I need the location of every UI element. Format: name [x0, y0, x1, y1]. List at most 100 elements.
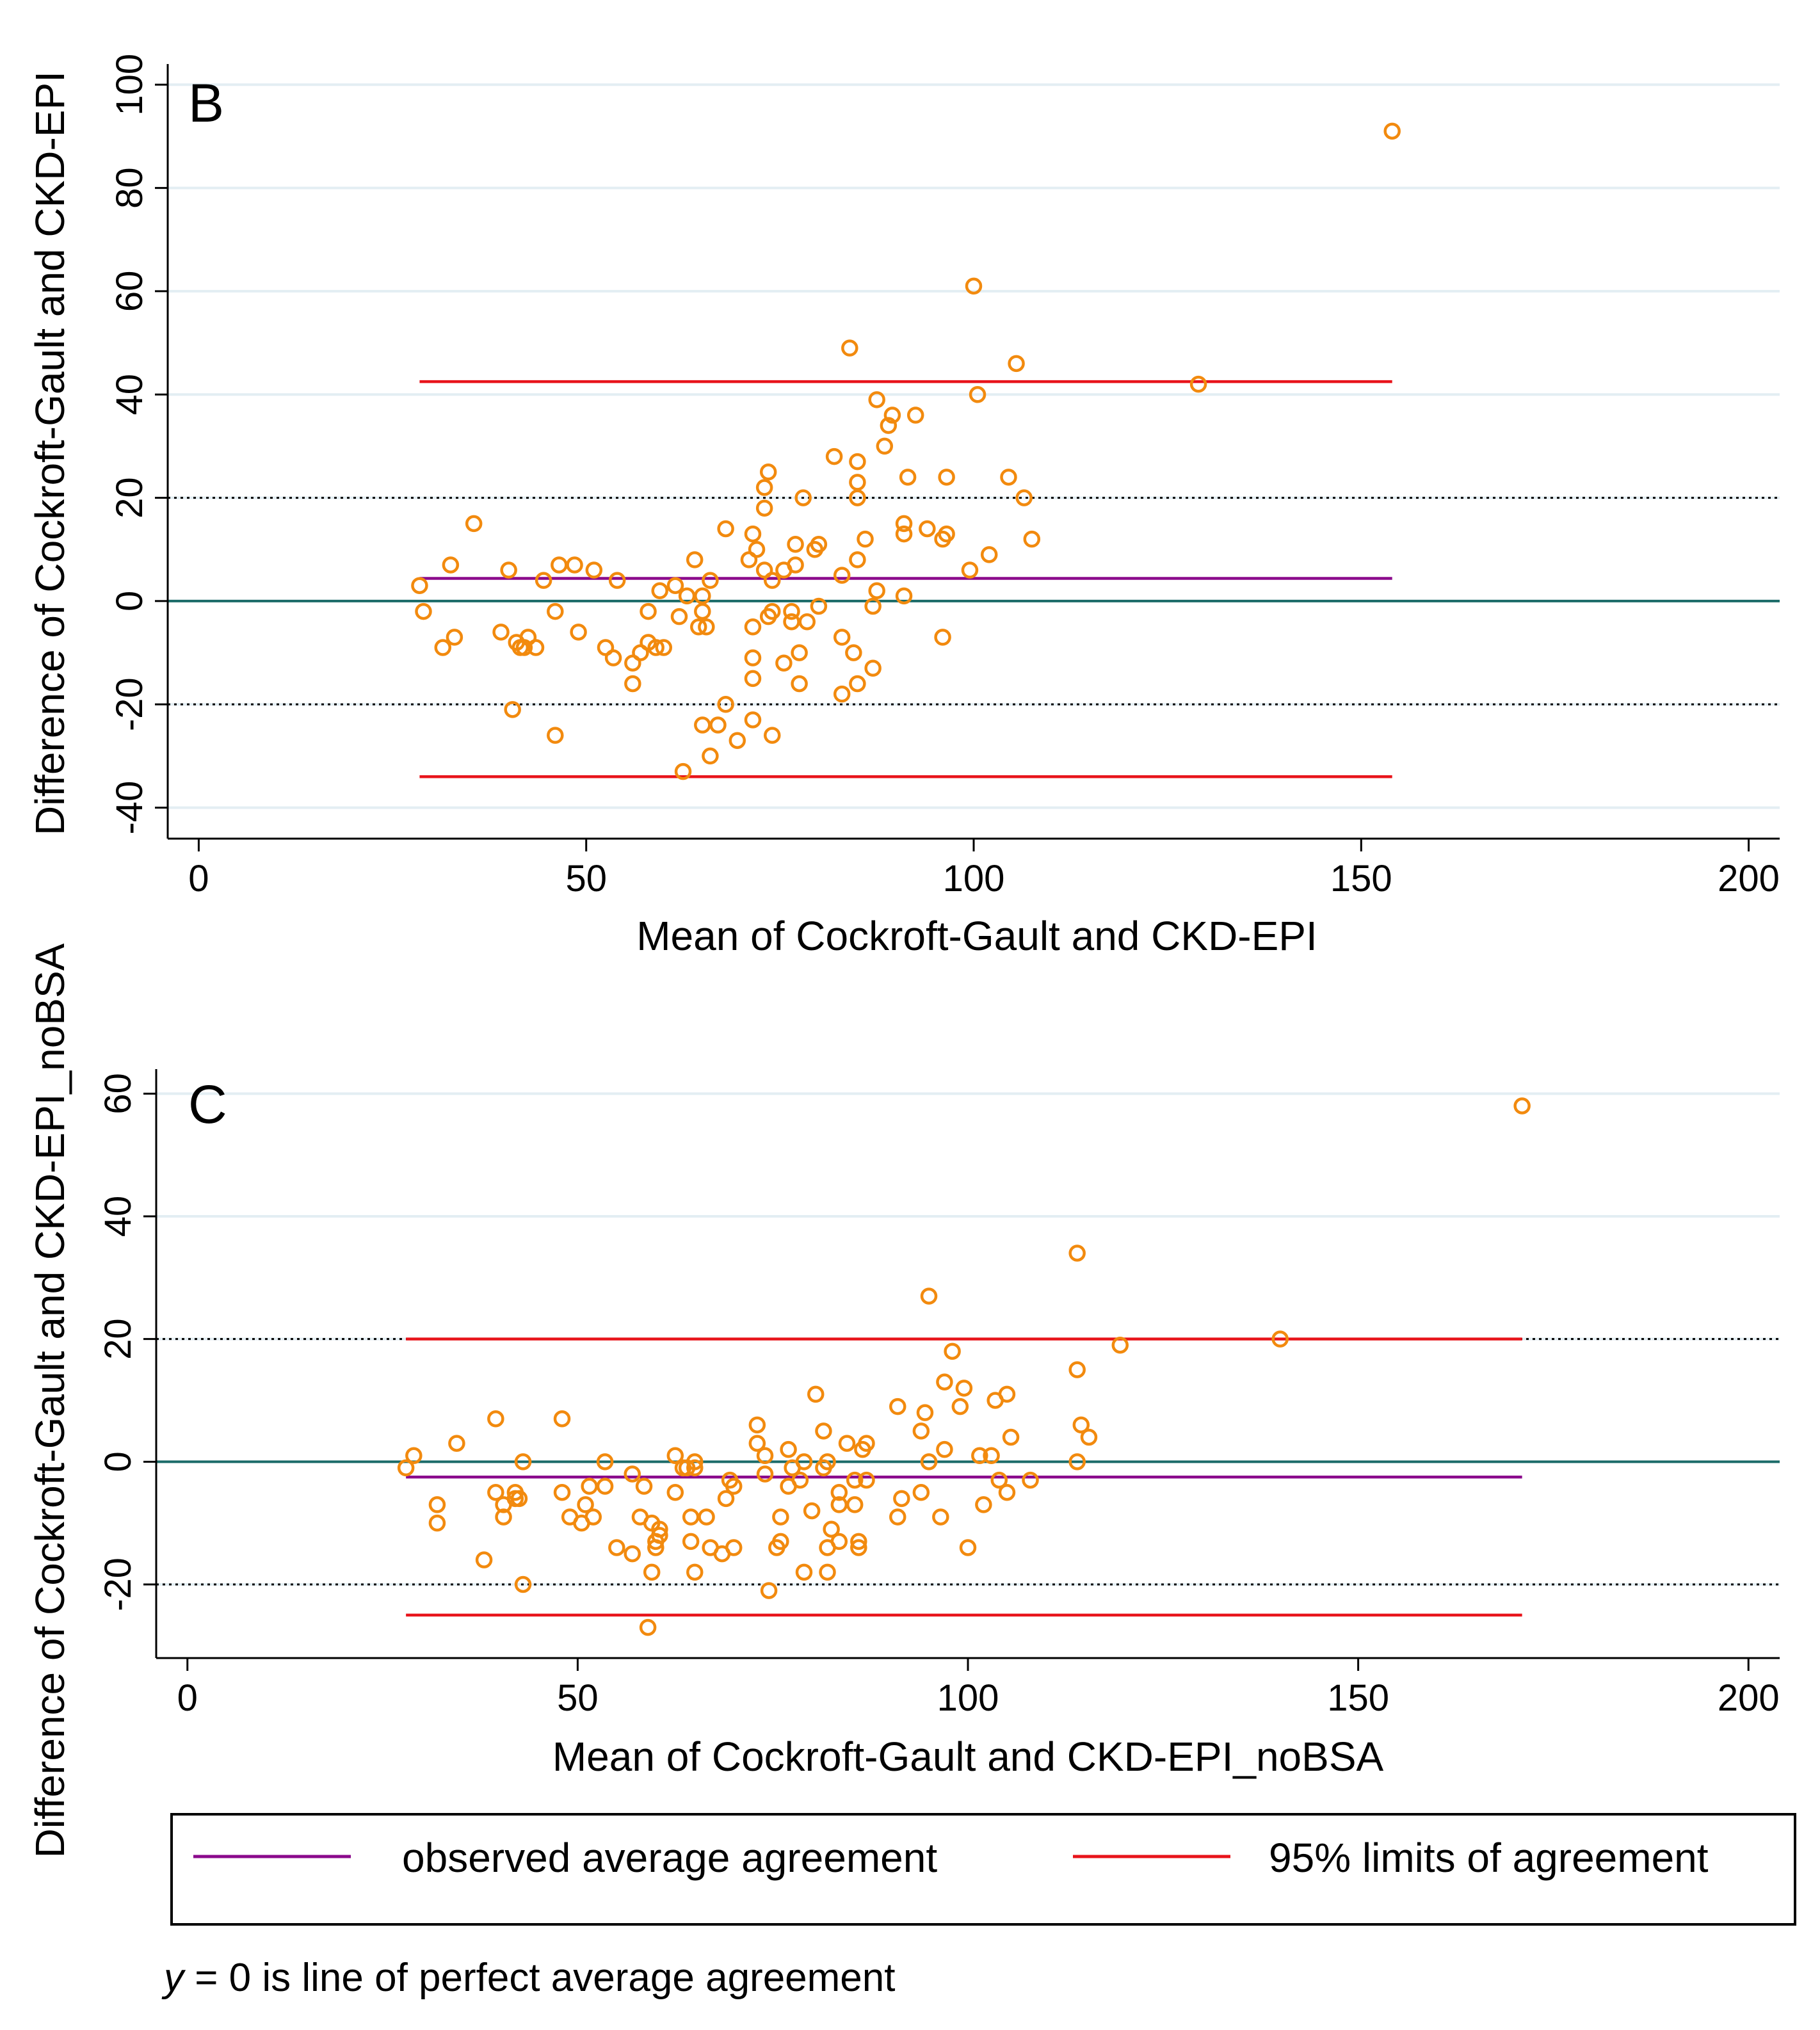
panel-c-data-point: [858, 1471, 875, 1489]
panel-b-x-tick-label: 0: [188, 858, 209, 899]
panel-c-data-point: [1072, 1416, 1090, 1434]
panel-c-data-point: [819, 1563, 836, 1581]
panel-c-y-axis-title: Difference of Cockroft-Gault and CKD-EPI…: [27, 943, 73, 1858]
panel-c-data-point: [495, 1508, 512, 1526]
panel-b-data-point: [744, 649, 762, 666]
panel-b-data-point: [527, 639, 545, 656]
panel-c-data-point: [577, 1496, 594, 1513]
panel-c-data-point: [760, 1582, 778, 1599]
panel-c-data-point: [756, 1465, 774, 1483]
panel-b-data-point: [717, 520, 734, 538]
panel-b-data-point: [934, 629, 951, 646]
panel-c-data-point: [936, 1373, 953, 1390]
panel-b-data-point: [791, 675, 808, 693]
panel-c-data-point: [912, 1422, 930, 1440]
panel-b-data-point: [585, 561, 603, 579]
panel-c-data-point: [487, 1410, 504, 1428]
panel-c-x-tick-label: 0: [177, 1677, 198, 1719]
panel-b-data-point: [759, 463, 777, 481]
panel-c-data-point: [514, 1453, 532, 1470]
panel-b-data-point: [775, 654, 793, 672]
panel-c-data-point: [553, 1484, 571, 1501]
panel-c-reference-lines: [156, 1337, 1780, 1617]
panel-c-data-point: [682, 1508, 700, 1526]
panel-b-data-point: [717, 696, 734, 713]
panel-b-y-tick-label: 60: [109, 271, 150, 312]
panel-c-x-tick-label: 200: [1718, 1677, 1780, 1719]
panel-b-data-point: [938, 469, 955, 486]
panel-b-data-point: [709, 716, 727, 734]
panel-b-data-point: [670, 608, 688, 625]
panel-c-data-point: [686, 1563, 704, 1581]
panel-c-data-point: [819, 1453, 836, 1470]
panel-b-data-point: [655, 639, 673, 656]
panel-c-data-point: [1111, 1337, 1129, 1354]
panel-c-data-point: [428, 1496, 446, 1513]
panel-c-data-point: [686, 1453, 704, 1470]
panel-b-data-point: [729, 732, 746, 749]
panel-c-data-point: [795, 1453, 813, 1470]
panel-b-data-point: [969, 386, 987, 403]
panel-c-data-point: [998, 1484, 1016, 1501]
panel-b-data-point: [547, 602, 564, 620]
panel-c-data-point: [830, 1533, 848, 1551]
panel-b-x-tick-label: 100: [943, 858, 1005, 899]
footnote: y = 0 is line of perfect average agreeme…: [161, 1956, 896, 2000]
panel-b-data-point: [868, 582, 885, 600]
panel-c-data-point: [1002, 1428, 1020, 1446]
panel-c-label: C: [188, 1074, 227, 1134]
panel-c-data-point: [510, 1490, 528, 1508]
panel-b-data-point: [810, 535, 828, 553]
panel-b-data-point: [446, 629, 463, 646]
panel-c-x-axis-title: Mean of Cockroft-Gault and CKD-EPI_noBSA: [552, 1734, 1384, 1780]
panel-c-y-tick-label: 60: [97, 1073, 139, 1115]
panel-b-data-point: [906, 407, 924, 424]
panel-c-data-point: [405, 1447, 423, 1464]
panel-b-y-tick-label: 80: [109, 167, 150, 209]
panel-c-data-point: [803, 1502, 821, 1520]
panel-c-data-point: [596, 1478, 614, 1495]
panel-b-data-point: [674, 762, 692, 780]
panel-b-data-point: [825, 447, 843, 465]
panel-c-data-point: [850, 1533, 867, 1551]
panel-c-data-point: [932, 1508, 949, 1526]
panel-b-data-point: [535, 572, 552, 589]
panel-c-data-point: [846, 1471, 864, 1489]
panel-b-data-point: [551, 556, 568, 574]
panel-c-data-point: [791, 1471, 809, 1489]
panel-b-data-point: [744, 618, 762, 636]
panel-c-data-point: [635, 1478, 653, 1495]
panel-b-data-point: [787, 535, 804, 553]
panel-c-data-point: [624, 1465, 641, 1483]
panel-b-data-point: [883, 407, 901, 424]
panel-c-data-point: [955, 1380, 973, 1397]
panel-c-axes: 0 50 100 150 200 -20 0 20 40 60: [97, 1069, 1780, 1719]
panel-b-data-point: [938, 525, 955, 543]
panel-c-data-point: [643, 1563, 661, 1581]
panel-b-x-tick-label: 150: [1330, 858, 1392, 899]
panel-b-data-point: [570, 624, 587, 641]
panel-c-data-point: [1271, 1330, 1289, 1348]
panel-c-data-point: [944, 1342, 961, 1360]
panel-b-data-point: [919, 520, 936, 538]
panel-c-data-point: [682, 1533, 700, 1551]
panel-b-data-point: [504, 701, 521, 718]
panel-b-data-point: [744, 711, 762, 729]
panel-c-data-point: [912, 1484, 930, 1501]
panel-c-data-point: [725, 1539, 743, 1556]
panel-b-data-point: [640, 602, 657, 620]
panel-c-data-point: [889, 1508, 906, 1526]
panel-c-data-point: [830, 1496, 848, 1513]
panel-c-y-tick-label: -20: [97, 1558, 139, 1611]
panel-b-data-point: [547, 727, 564, 744]
panel-c-data-point: [584, 1508, 602, 1526]
panel-c-data-point: [1068, 1453, 1086, 1470]
panel-b-data-point: [849, 474, 866, 491]
panel-b-axes: 0 50 100 150 200 -40 -20 0 20 40 60 80 100: [109, 54, 1780, 899]
panel-c-data-point: [823, 1520, 840, 1538]
panel-b-data-point: [492, 624, 510, 641]
panel-b-data-point: [864, 659, 882, 677]
panel-c-data-point: [1068, 1245, 1086, 1262]
panel-b-y-tick-label: 0: [109, 591, 150, 611]
panel-c-data-point: [959, 1539, 977, 1556]
